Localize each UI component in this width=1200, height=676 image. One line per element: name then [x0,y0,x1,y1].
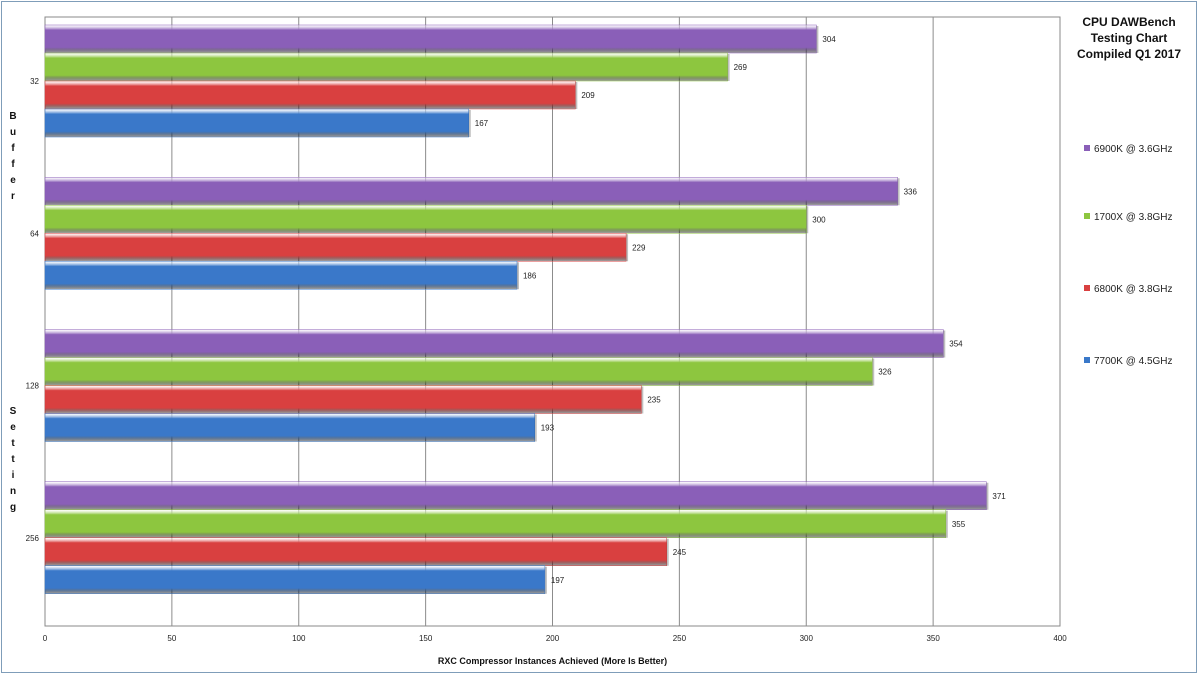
data-label: 235 [647,396,661,405]
data-label: 229 [632,243,646,252]
x-tick-label: 200 [546,634,560,643]
data-label: 300 [812,215,826,224]
bar [44,108,470,138]
data-label: 326 [878,368,892,377]
bar-shadow [806,206,809,234]
bar-shadow [534,414,537,442]
legend: CPU DAWBench Testing Chart Compiled Q1 201… [1077,15,1181,367]
data-label: 193 [541,424,555,433]
bar [44,357,873,386]
x-tick-label: 0 [43,634,48,643]
data-label: 245 [673,548,687,557]
data-label: 209 [581,91,595,100]
data-label: 186 [523,271,537,280]
legend-swatch [1084,145,1090,151]
bar [44,261,518,290]
data-label: 371 [992,492,1006,501]
bars [44,24,989,594]
legend-entry: 7700K @ 4.5GHz [1094,356,1173,367]
bar [44,537,667,566]
data-label: 269 [734,63,748,72]
bar-shadow [666,538,669,566]
legend-entry: 6800K @ 3.8GHz [1094,284,1173,295]
data-label: 355 [952,520,966,529]
bar-shadow [575,82,578,109]
bar-shadow [727,54,730,81]
x-tick-label: 150 [419,634,433,643]
x-tick-label: 250 [673,634,687,643]
legend-swatch [1084,285,1090,291]
bar-shadow [986,482,989,510]
bar-shadow [872,358,875,386]
bar-shadow [816,26,819,53]
x-tick-label: 350 [926,634,940,643]
legend-entry: 1700X @ 3.8GHz [1094,212,1173,223]
legend-swatch [1084,213,1090,219]
legend-entry: 6900K @ 3.6GHz [1094,144,1173,155]
bar-shadow [641,386,644,414]
bar [44,413,535,442]
bar-shadow [544,566,547,594]
bar [44,80,576,110]
bar [44,329,944,358]
bar [44,509,947,538]
y-tick-label: 64 [30,229,39,238]
bar-shadow [468,110,471,137]
x-tick-label: 400 [1053,634,1067,643]
x-tick-label: 300 [800,634,814,643]
x-axis-title: RXC Compressor Instances Achieved (More … [438,656,667,666]
x-tick-label: 100 [292,634,306,643]
bar [44,24,817,54]
bar-shadow [626,234,629,262]
data-label: 197 [551,576,565,585]
bar-shadow [897,178,900,206]
y-tick-label: 32 [30,77,39,86]
bar [44,52,728,82]
bar [44,481,987,510]
data-label: 354 [949,340,963,349]
y-tick-label: 128 [26,382,40,391]
bar-shadow [945,510,948,538]
labels: 0 50 100 150 200 250 300 350 400 304 269 209 167 32 33… [9,35,1067,666]
chart-title: CPU DAWBench Testing Chart Compiled Q1 201… [1077,15,1181,61]
bar [44,177,898,206]
x-tick-label: 50 [167,634,176,643]
y-tick-label: 256 [26,534,40,543]
data-label: 304 [822,35,836,44]
legend-swatch [1084,357,1090,363]
bar [44,565,546,594]
bar-shadow [516,262,519,290]
bar [44,385,642,414]
data-label: 336 [904,187,918,196]
data-label: 167 [475,119,489,128]
bar [44,233,627,262]
bar [44,205,807,234]
bar-shadow [943,330,946,358]
